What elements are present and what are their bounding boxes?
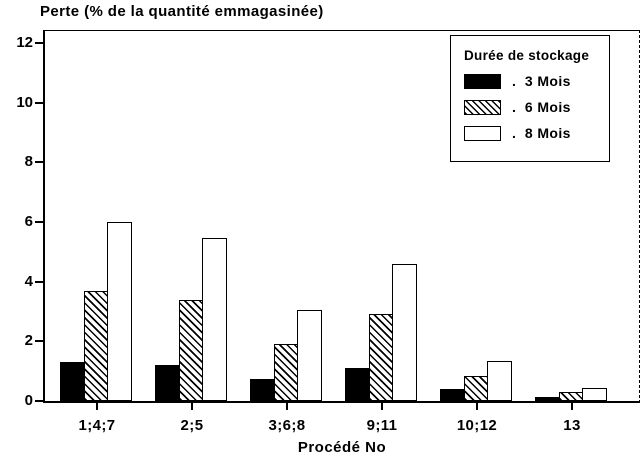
y-tick (35, 220, 43, 223)
y-tick-label: 0 (24, 392, 33, 409)
bar-3-mois (60, 362, 85, 401)
bar-3-mois (250, 378, 275, 401)
bar-6-mois (463, 375, 489, 401)
y-tick-label: 10 (16, 93, 33, 111)
diagonal-hatch-swatch (464, 99, 501, 115)
legend-separator: . (512, 99, 516, 115)
legend-entry: . 3 Mois (464, 73, 603, 89)
bar-group (155, 238, 227, 401)
x-tick (381, 403, 383, 410)
legend-label: 3 Mois (524, 73, 571, 89)
y-tick (35, 400, 43, 402)
bar-group (60, 221, 132, 401)
y-tick (35, 101, 43, 104)
bar-group (440, 360, 512, 401)
bar-group (250, 310, 322, 401)
bar-8-mois (107, 221, 132, 401)
bar-6-mois (273, 344, 299, 401)
bar-8-mois (202, 238, 227, 401)
x-tick-label: 3;6;8 (268, 417, 306, 434)
legend-entry: . 8 Mois (464, 125, 603, 141)
y-tick (35, 280, 43, 283)
bar-3-mois (440, 389, 465, 401)
y-tick-label: 8 (24, 153, 33, 171)
y-tick-label: 6 (24, 212, 33, 230)
x-tick (476, 403, 478, 410)
x-tick (191, 403, 193, 410)
x-tick-label: 2;5 (180, 417, 204, 434)
bar-8-mois (487, 360, 512, 401)
x-tick-label: 9;11 (366, 417, 398, 434)
legend-label: 6 Mois (524, 99, 571, 115)
y-tick (35, 340, 43, 343)
legend-separator: . (512, 73, 516, 89)
x-tick-label: 1;4;7 (78, 417, 116, 434)
bar-6-mois (83, 290, 109, 401)
legend-entries: . 3 Mois. 6 Mois. 8 Mois (451, 73, 609, 141)
bar-8-mois (392, 263, 417, 401)
bar-3-mois (155, 365, 180, 401)
y-tick (35, 161, 43, 164)
y-tick (35, 41, 43, 44)
x-tick (96, 403, 98, 410)
bar-8-mois (582, 387, 607, 401)
bar-6-mois (558, 392, 584, 401)
x-tick-label: 13 (563, 417, 581, 434)
y-tick-label: 2 (24, 332, 33, 350)
x-tick-label: 10;12 (456, 417, 498, 434)
y-tick-label: 4 (24, 272, 33, 290)
bar-group (535, 387, 607, 401)
bar-6-mois (368, 314, 394, 401)
legend: Durée de stockage . 3 Mois. 6 Mois. 8 Mois (450, 35, 610, 162)
legend-separator: . (512, 125, 516, 141)
x-axis-title: Procédé No (297, 439, 387, 452)
chart-title: Perte (% de la quantité emmagasinée) (40, 3, 324, 20)
bar-group (345, 263, 417, 401)
x-tick (571, 403, 573, 410)
white-outline-swatch (464, 125, 501, 141)
solid-black-swatch (464, 73, 501, 89)
legend-entry: . 6 Mois (464, 99, 603, 115)
bar-8-mois (297, 310, 322, 401)
y-tick-label: 12 (16, 33, 33, 51)
bar-3-mois (345, 368, 370, 401)
plot-area: 0 2 4 6 8 10 12 1;4;7 2;5 3;6;8 9;11 10;12 13 Durée… (16, 30, 640, 452)
legend-title: Durée de stockage (464, 48, 590, 63)
bar-6-mois (178, 299, 204, 401)
x-tick (286, 403, 288, 410)
legend-label: 8 Mois (524, 125, 571, 141)
bar-3-mois (535, 396, 560, 401)
